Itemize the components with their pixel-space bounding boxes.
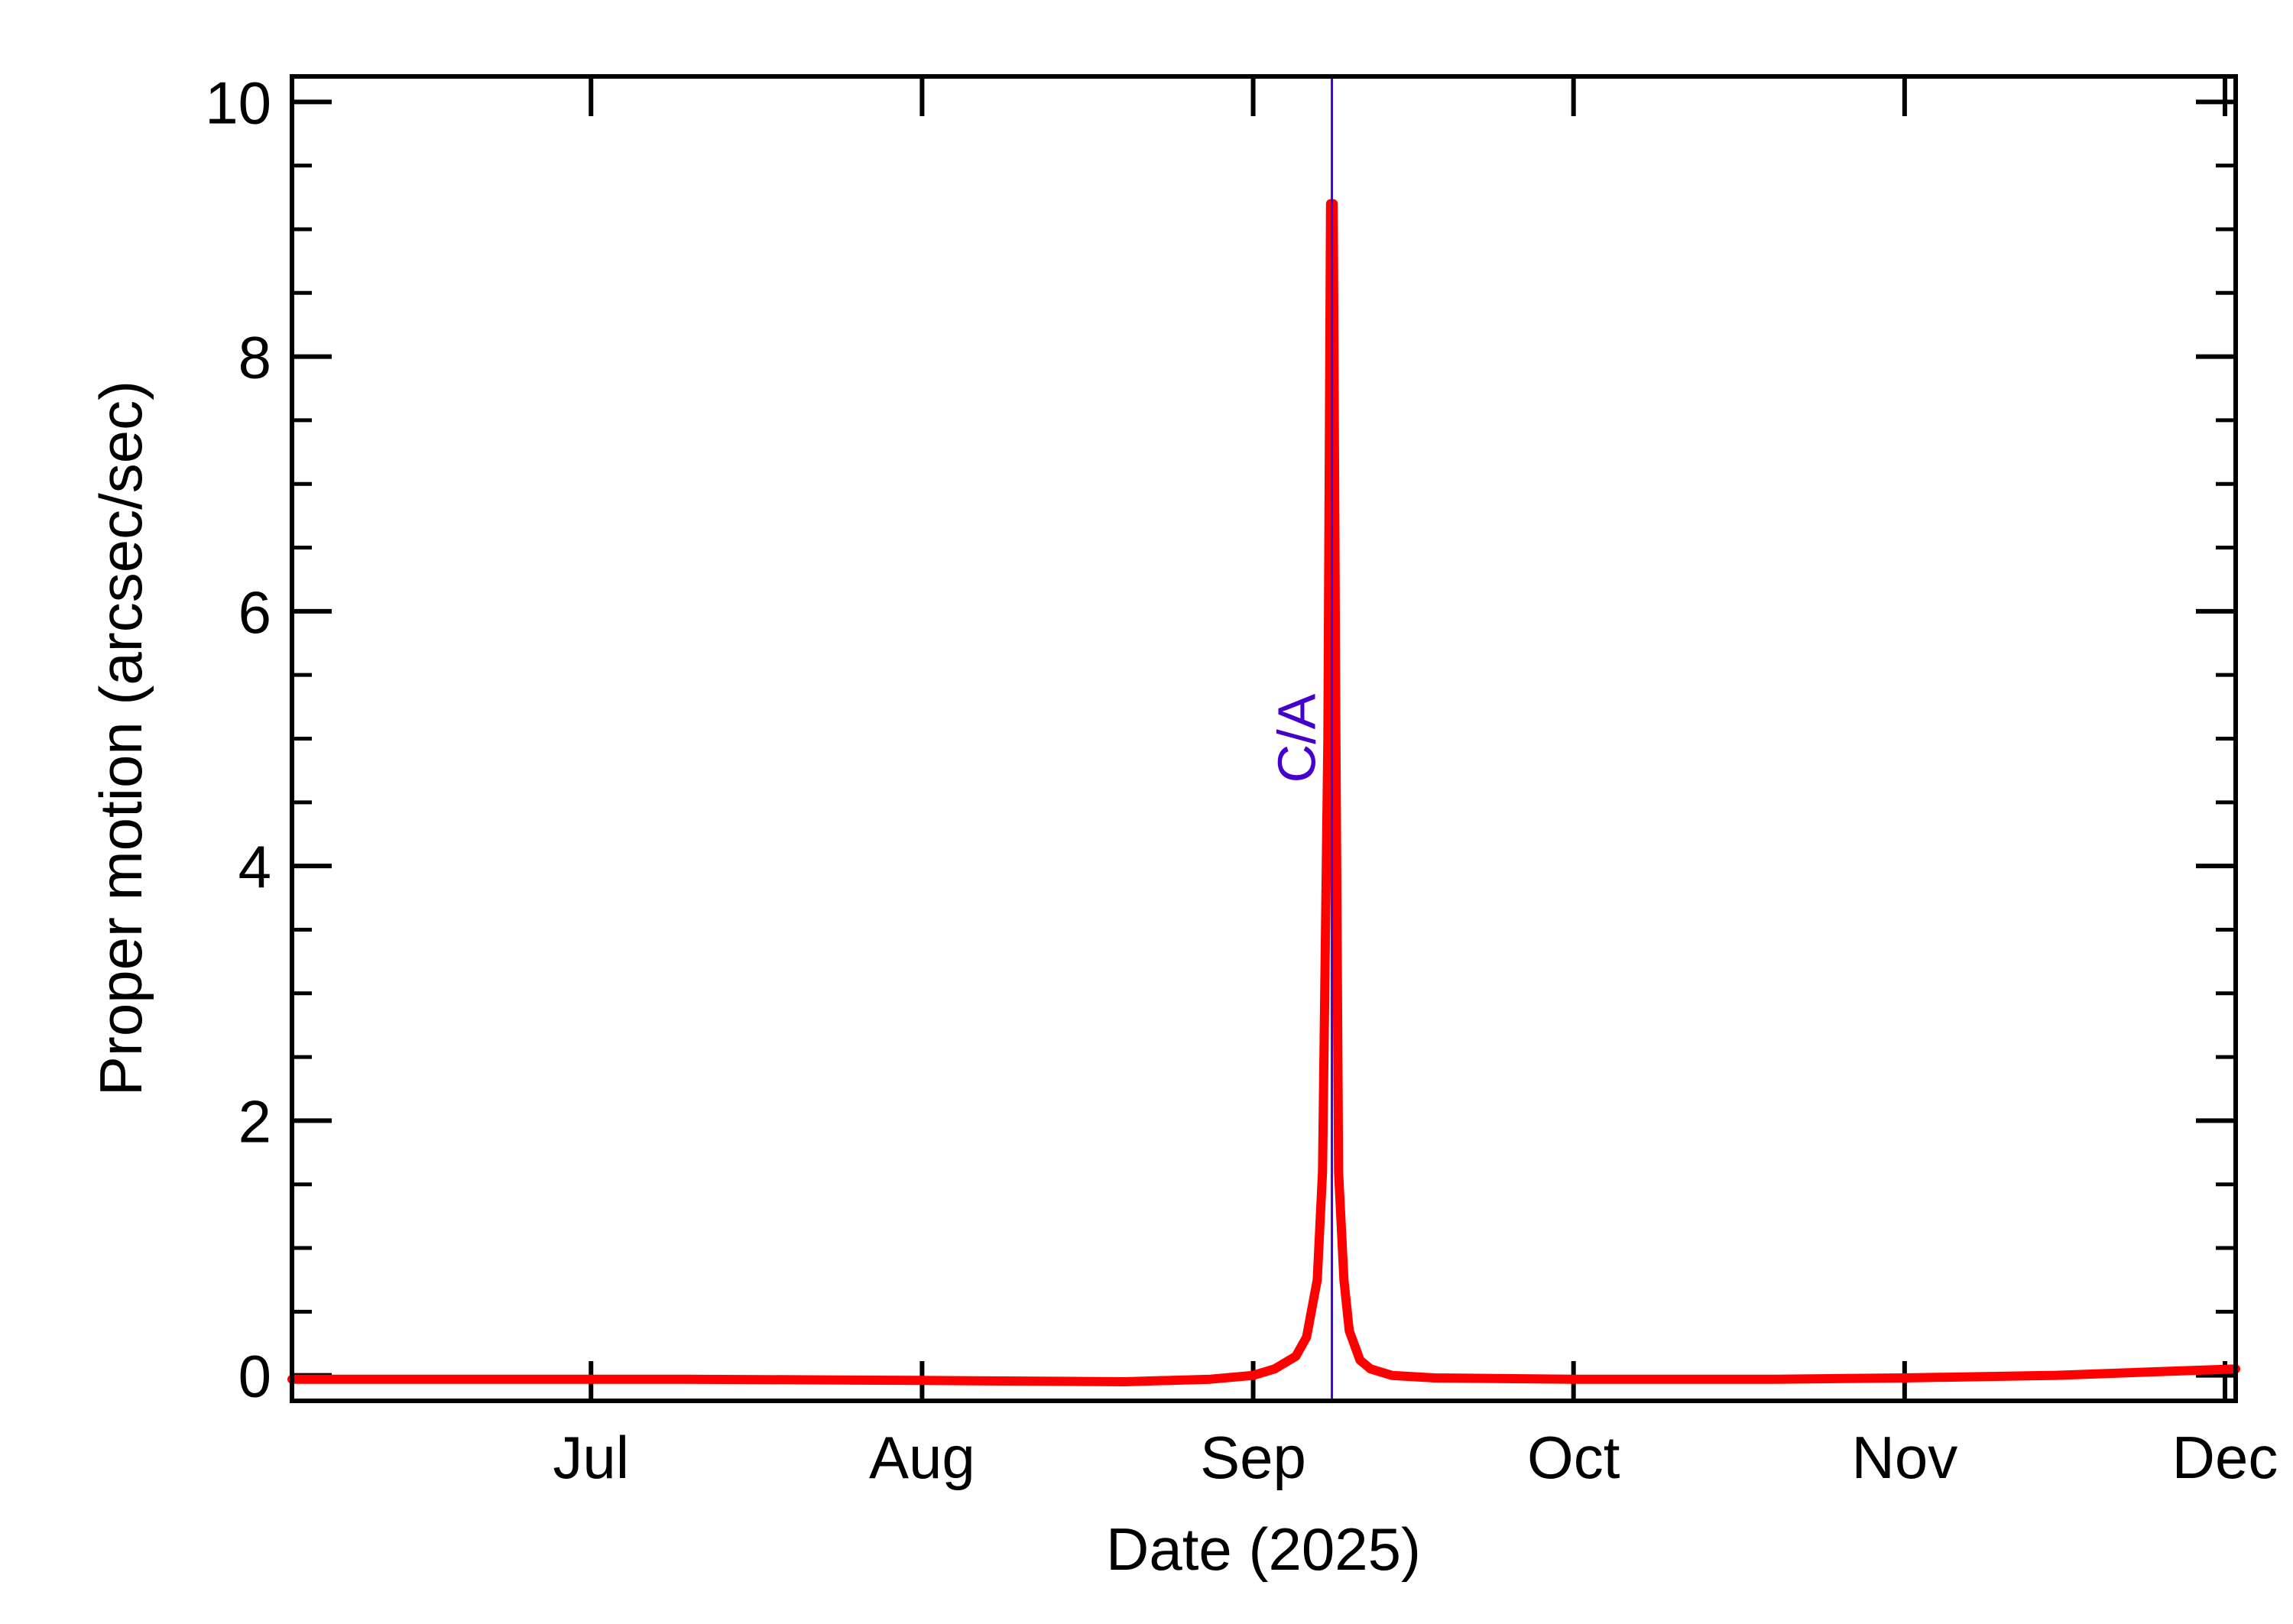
x-tick-label: Aug	[869, 1424, 975, 1491]
y-axis-title: Proper motion (arcsec/sec)	[87, 381, 154, 1096]
x-tick-label: Oct	[1527, 1424, 1620, 1491]
x-tick-label: Sep	[1200, 1424, 1306, 1491]
y-tick-label: 4	[238, 833, 271, 900]
y-tick-labels: 0 2 4 6 8 10	[205, 69, 271, 1409]
x-tick-label: Nov	[1851, 1424, 1957, 1491]
y-tick-label: 10	[205, 69, 271, 136]
annotation-layer: C/A	[1267, 76, 1334, 1401]
x-tick-labels: Jul Aug Sep Oct Nov Dec	[553, 1424, 2278, 1491]
y-tick-label: 0	[238, 1343, 271, 1410]
x-tick-label: Dec	[2172, 1424, 2278, 1491]
x-tick-label: Jul	[553, 1424, 629, 1491]
y-tick-label: 8	[238, 324, 271, 391]
plot-frame	[290, 74, 2238, 1403]
x-axis-title: Date (2025)	[1106, 1515, 1421, 1583]
close-approach-label: C/A	[1267, 693, 1327, 783]
y-tick-label: 2	[238, 1088, 271, 1155]
y-tick-label: 6	[238, 579, 271, 646]
minor-ticks	[292, 164, 2236, 1314]
